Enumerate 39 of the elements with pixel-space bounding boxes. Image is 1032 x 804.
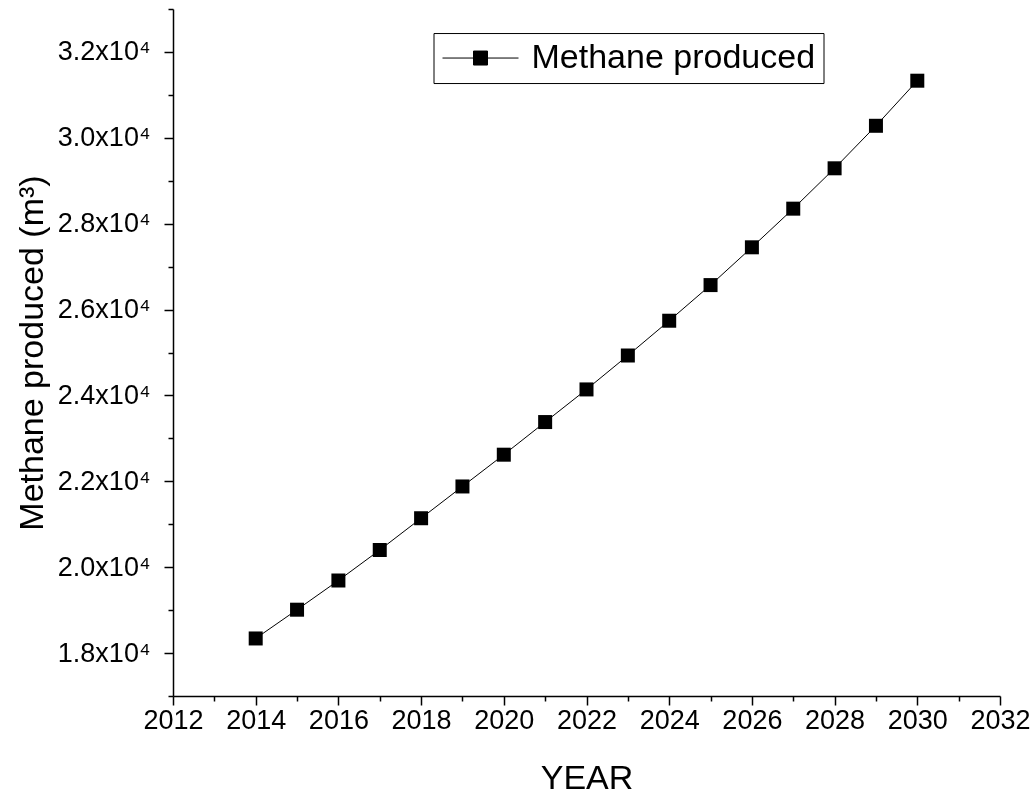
y-tick-label: 2.2x10⁴: [57, 465, 151, 496]
legend-label: Methane produced: [531, 37, 816, 76]
x-tick-label: 2028: [805, 704, 866, 735]
x-tick-label: 2032: [970, 704, 1031, 735]
point: [827, 161, 842, 176]
x-tick-label: 2026: [722, 704, 783, 735]
point: [290, 602, 305, 617]
point: [786, 201, 801, 216]
x-tick-label: 2024: [639, 704, 700, 735]
y-tick-label: 2.0x10⁴: [57, 551, 151, 582]
x-tick-label: 2018: [391, 704, 452, 735]
point: [703, 278, 718, 293]
point: [372, 543, 387, 558]
point: [662, 313, 677, 328]
point: [331, 573, 346, 588]
y-axis-title: Methane produced (m³): [11, 175, 50, 531]
point: [744, 240, 759, 255]
x-tick-label: 2030: [887, 704, 948, 735]
x-tick-label: 2014: [226, 704, 287, 735]
point: [620, 348, 635, 363]
point: [248, 631, 263, 646]
x-axis-title: YEAR: [540, 757, 634, 796]
point: [579, 382, 594, 397]
point: [496, 447, 511, 462]
x-tick-label: 2016: [308, 704, 369, 735]
y-tick-label: 2.4x10⁴: [57, 379, 151, 410]
point: [868, 118, 883, 133]
y-tick-label: 3.0x10⁴: [57, 122, 151, 153]
x-tick-label: 2020: [474, 704, 535, 735]
y-tick-label: 1.8x10⁴: [57, 637, 151, 668]
y-tick-label: 3.2x10⁴: [57, 36, 151, 67]
point: [414, 511, 429, 526]
point: [538, 415, 553, 430]
point: [455, 479, 470, 494]
x-tick-label: 2012: [143, 704, 204, 735]
point: [910, 73, 925, 88]
y-tick-label: 2.8x10⁴: [57, 208, 151, 239]
x-tick-label: 2022: [556, 704, 618, 735]
y-tick-label: 2.6x10⁴: [57, 294, 151, 325]
